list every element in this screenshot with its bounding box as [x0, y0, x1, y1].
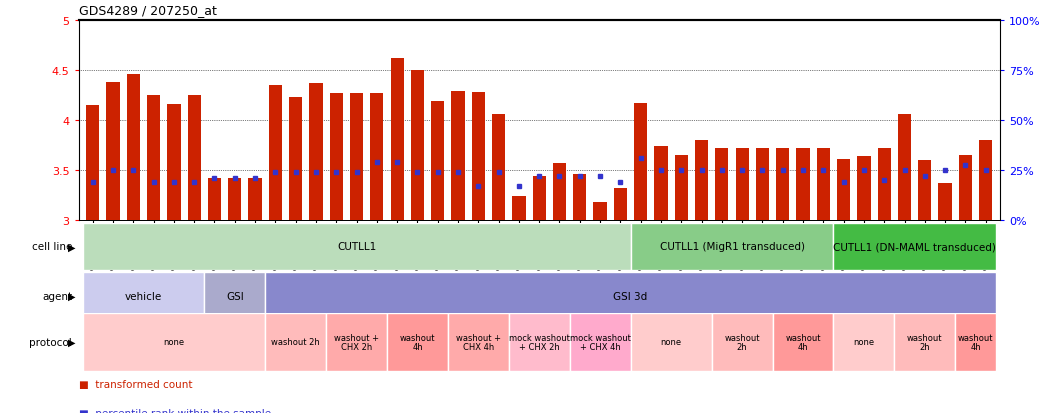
Bar: [228, 179, 242, 221]
Bar: [594, 203, 606, 221]
Text: vehicle: vehicle: [125, 291, 162, 301]
Bar: [326, 314, 387, 371]
Bar: [634, 104, 647, 221]
Text: GSI 3d: GSI 3d: [614, 291, 648, 301]
Text: ▶: ▶: [68, 337, 75, 347]
Bar: [918, 161, 932, 221]
Bar: [654, 147, 668, 221]
Bar: [509, 314, 570, 371]
Text: cell line: cell line: [31, 242, 72, 252]
Bar: [265, 314, 326, 371]
Text: washout
2h: washout 2h: [907, 333, 942, 351]
Text: washout
2h: washout 2h: [725, 333, 760, 351]
Bar: [614, 189, 627, 221]
Bar: [410, 71, 424, 221]
Bar: [248, 179, 262, 221]
Bar: [817, 149, 830, 221]
Text: mock washout
+ CHX 4h: mock washout + CHX 4h: [570, 333, 630, 351]
Bar: [979, 141, 993, 221]
Bar: [674, 156, 688, 221]
Text: ■  percentile rank within the sample: ■ percentile rank within the sample: [79, 408, 271, 413]
Bar: [894, 314, 955, 371]
Bar: [127, 75, 140, 221]
Text: ■  transformed count: ■ transformed count: [79, 379, 192, 389]
Bar: [86, 106, 99, 221]
Bar: [776, 149, 789, 221]
Text: CUTLL1 (MigR1 transduced): CUTLL1 (MigR1 transduced): [660, 242, 804, 252]
Bar: [695, 141, 708, 221]
Bar: [387, 314, 448, 371]
Bar: [938, 184, 952, 221]
Bar: [289, 98, 303, 221]
Bar: [833, 314, 894, 371]
Text: none: none: [163, 338, 184, 347]
Bar: [107, 83, 119, 221]
Bar: [265, 273, 996, 320]
Text: washout
4h: washout 4h: [958, 333, 994, 351]
Bar: [877, 149, 891, 221]
Text: agent: agent: [42, 291, 72, 301]
Text: washout 2h: washout 2h: [271, 338, 320, 347]
Bar: [204, 273, 265, 320]
Bar: [570, 314, 630, 371]
Bar: [898, 115, 911, 221]
Bar: [83, 273, 204, 320]
Bar: [330, 94, 342, 221]
Text: none: none: [661, 338, 682, 347]
Bar: [756, 149, 770, 221]
Bar: [83, 314, 265, 371]
Bar: [391, 59, 404, 221]
Text: washout +
CHX 4h: washout + CHX 4h: [455, 333, 500, 351]
Bar: [773, 314, 833, 371]
Bar: [533, 177, 545, 221]
Text: protocol: protocol: [29, 337, 72, 347]
Bar: [553, 164, 566, 221]
Bar: [350, 94, 363, 221]
Bar: [448, 314, 509, 371]
Bar: [168, 105, 180, 221]
Bar: [208, 179, 221, 221]
Bar: [712, 314, 773, 371]
Text: CUTLL1: CUTLL1: [337, 242, 376, 252]
Bar: [371, 94, 383, 221]
Bar: [512, 197, 526, 221]
Text: ▶: ▶: [68, 291, 75, 301]
Bar: [797, 149, 809, 221]
Bar: [573, 175, 586, 221]
Bar: [451, 92, 465, 221]
Text: CUTLL1 (DN-MAML transduced): CUTLL1 (DN-MAML transduced): [833, 242, 996, 252]
Text: GDS4289 / 207250_at: GDS4289 / 207250_at: [79, 4, 217, 17]
Bar: [857, 157, 870, 221]
Text: washout
4h: washout 4h: [785, 333, 821, 351]
Bar: [630, 223, 833, 271]
Text: GSI: GSI: [226, 291, 244, 301]
Bar: [472, 93, 485, 221]
Bar: [959, 156, 972, 221]
Text: ▶: ▶: [68, 242, 75, 252]
Bar: [309, 84, 322, 221]
Bar: [147, 96, 160, 221]
Bar: [431, 102, 444, 221]
Bar: [630, 314, 712, 371]
Bar: [837, 160, 850, 221]
Bar: [492, 115, 506, 221]
Text: mock washout
+ CHX 2h: mock washout + CHX 2h: [509, 333, 570, 351]
Bar: [736, 149, 749, 221]
Text: none: none: [853, 338, 874, 347]
Bar: [833, 223, 996, 271]
Bar: [187, 96, 201, 221]
Text: washout
4h: washout 4h: [400, 333, 436, 351]
Bar: [715, 149, 729, 221]
Bar: [269, 86, 282, 221]
Bar: [83, 223, 630, 271]
Text: washout +
CHX 2h: washout + CHX 2h: [334, 333, 379, 351]
Bar: [955, 314, 996, 371]
